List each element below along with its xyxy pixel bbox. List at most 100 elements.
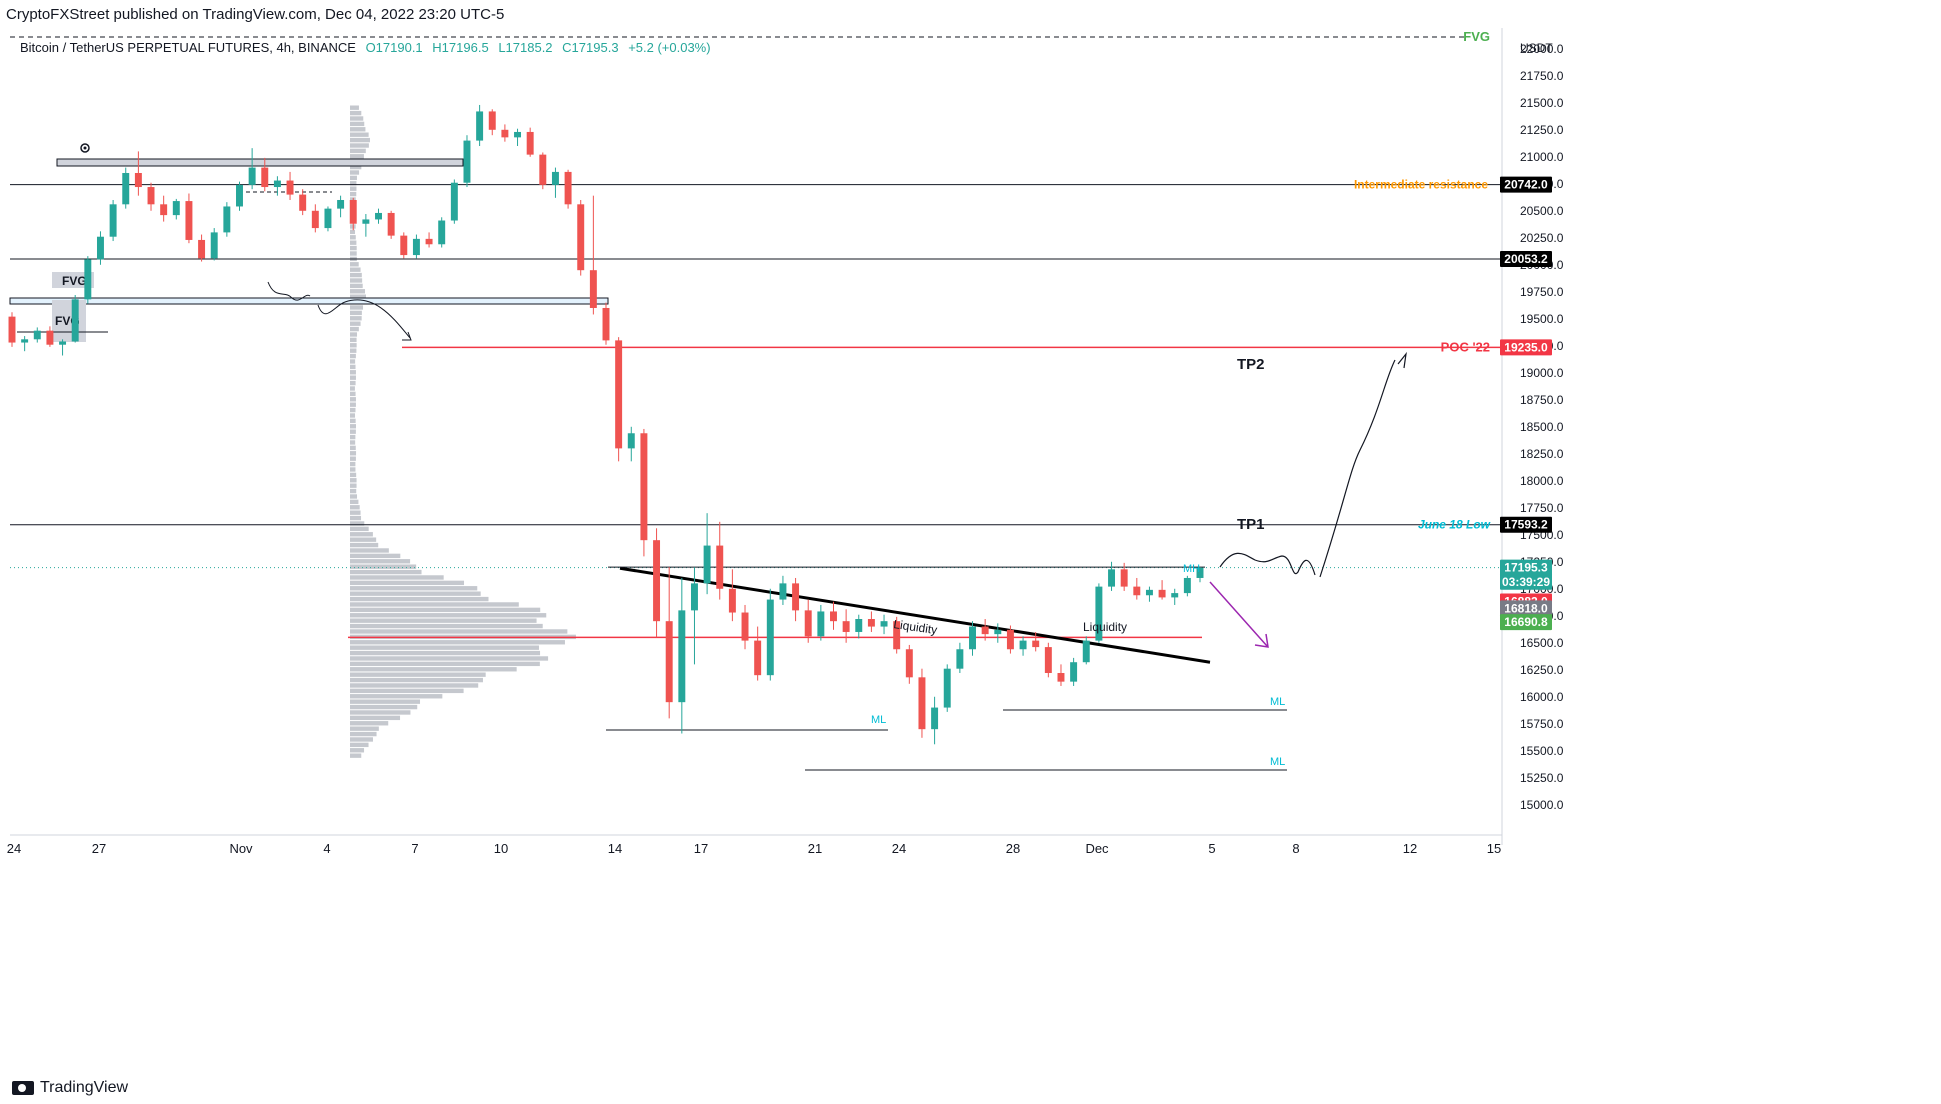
volume-profile-bar xyxy=(350,564,417,569)
candle-body xyxy=(716,545,724,589)
volume-profile-bar xyxy=(350,694,443,699)
tradingview-footer[interactable]: TradingView xyxy=(12,1079,128,1097)
y-tick-label: 16500.0 xyxy=(1520,636,1564,650)
volume-profile-bar xyxy=(350,688,464,694)
volume-profile-bar xyxy=(350,613,547,618)
candle-body xyxy=(463,140,471,183)
currency-label: USDT xyxy=(1520,41,1553,55)
candle-body xyxy=(779,583,787,600)
volume-profile-bar xyxy=(350,321,361,326)
volume-profile-bar xyxy=(350,418,356,424)
volume-profile-bar xyxy=(350,402,356,407)
x-tick-label: Dec xyxy=(1085,841,1109,856)
volume-profile-bar xyxy=(350,575,444,580)
candle-body xyxy=(817,611,825,637)
volume-profile-bar xyxy=(350,175,357,181)
y-tick-label: 15750.0 xyxy=(1520,717,1564,731)
eye-icon xyxy=(80,143,90,153)
volume-profile-bar xyxy=(350,521,365,526)
volume-profile-bar xyxy=(350,629,568,634)
volume-profile-bar xyxy=(350,375,356,380)
volume-profile-bar xyxy=(350,645,539,650)
candle-body xyxy=(1019,640,1027,650)
candle-body xyxy=(564,171,572,205)
volume-profile-bar xyxy=(350,715,401,721)
candle-body xyxy=(261,167,269,188)
price-badge-text: 16690.8 xyxy=(1504,615,1548,629)
volume-profile-bar xyxy=(350,154,364,159)
volume-profile-bar xyxy=(350,650,541,656)
fvg-box-upper xyxy=(52,272,94,288)
volume-profile-bar xyxy=(350,240,357,245)
x-tick-label: 15 xyxy=(1487,841,1501,856)
volume-profile-bar xyxy=(350,494,358,499)
volume-profile-bar xyxy=(350,316,362,321)
volume-profile-bar xyxy=(350,661,540,667)
x-tick-label: 24 xyxy=(7,841,21,856)
volume-profile-bar xyxy=(350,737,373,742)
volume-profile-bar xyxy=(350,515,362,521)
volume-profile-bar xyxy=(350,326,359,332)
volume-profile-bar xyxy=(350,391,356,397)
candle-body xyxy=(1145,589,1153,596)
price-badge-text: 03:39:29 xyxy=(1502,575,1550,589)
price-axis: 15000.0 15250.0 15500.0 15750.0 16000.0 16250… xyxy=(1520,41,1564,812)
brand-name: TradingView xyxy=(40,1079,129,1096)
volume-profile-bar xyxy=(350,305,364,310)
volume-profile-bar xyxy=(350,467,356,472)
candle-body xyxy=(577,204,585,271)
volume-profile-bar xyxy=(350,748,365,753)
candle-body xyxy=(893,621,901,650)
candle-body xyxy=(412,238,420,256)
candle-body xyxy=(236,184,243,207)
volume-profile-bar xyxy=(350,191,357,197)
price-badge xyxy=(1500,516,1552,533)
volume-profile-bar xyxy=(350,272,362,278)
volume-profile-bar xyxy=(350,424,356,429)
x-tick-label: 14 xyxy=(608,841,622,856)
candle-body xyxy=(33,330,41,340)
time-axis: 24 27 Nov 4 7 10 14 17 21 24 28 Dec 5 8 12 15 xyxy=(7,841,1501,856)
liquidity-label: Liquidity xyxy=(1083,620,1127,634)
volume-profile-bar xyxy=(350,429,356,434)
candle-body xyxy=(842,621,850,632)
chart-drawings xyxy=(17,143,1407,771)
candle-body xyxy=(337,199,345,209)
volume-profile-bar xyxy=(350,704,418,710)
candle-body xyxy=(147,187,155,205)
volume-profile-bar xyxy=(350,569,422,575)
candle-body xyxy=(1082,640,1090,663)
volume-profile-bar xyxy=(350,532,373,537)
candle-body xyxy=(59,341,67,345)
x-tick-label: 24 xyxy=(892,841,906,856)
candle-body xyxy=(172,201,180,216)
candle-body xyxy=(615,340,623,449)
y-tick-label: 18250.0 xyxy=(1520,447,1564,461)
volume-profile-bar xyxy=(350,683,479,688)
y-tick-label: 21000.0 xyxy=(1520,150,1564,164)
sweep-squiggle xyxy=(267,281,311,301)
candle-body xyxy=(678,610,686,703)
x-tick-label: 28 xyxy=(1006,841,1020,856)
candle-body xyxy=(248,167,256,185)
volume-profile-bar xyxy=(350,710,411,715)
candle-body xyxy=(602,307,610,341)
volume-profile-bar xyxy=(350,607,541,613)
candle-body xyxy=(728,588,736,613)
candle-body xyxy=(665,621,673,703)
volume-profile-bar xyxy=(350,451,357,456)
volume-profile-bar xyxy=(350,721,389,726)
candle-body xyxy=(792,583,800,611)
volume-profile-bar xyxy=(350,348,357,353)
y-tick-label: 15250.0 xyxy=(1520,771,1564,785)
x-tick-label: 12 xyxy=(1403,841,1417,856)
candle-body xyxy=(1070,662,1078,682)
candle-body xyxy=(8,316,16,343)
candle-body xyxy=(867,619,875,627)
candle-body xyxy=(741,612,749,641)
volume-profile-bar xyxy=(350,726,379,731)
price-badge xyxy=(1500,600,1552,617)
y-tick-label: 19500.0 xyxy=(1520,312,1564,326)
candle-body xyxy=(134,172,142,188)
